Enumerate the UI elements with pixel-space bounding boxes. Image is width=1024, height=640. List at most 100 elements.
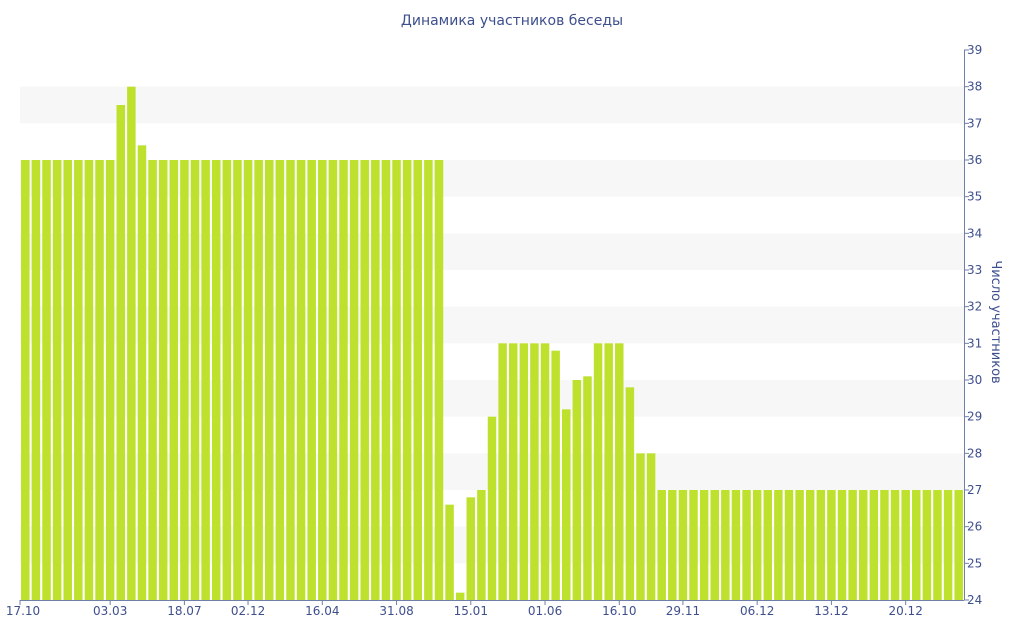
bar[interactable] (901, 490, 910, 600)
bar[interactable] (742, 490, 751, 600)
bar[interactable] (668, 490, 677, 600)
bar[interactable] (827, 490, 836, 600)
bar[interactable] (286, 160, 295, 600)
bar[interactable] (540, 343, 550, 600)
bar[interactable] (116, 105, 126, 600)
bar[interactable] (84, 160, 94, 600)
bar[interactable] (371, 160, 380, 600)
bar[interactable] (922, 490, 932, 600)
bar[interactable] (869, 490, 879, 600)
bar[interactable] (137, 145, 147, 601)
bar[interactable] (795, 490, 804, 600)
bar[interactable] (805, 490, 815, 600)
bar[interactable] (816, 490, 826, 600)
bar[interactable] (392, 160, 401, 600)
bar[interactable] (731, 490, 741, 600)
bar[interactable] (710, 490, 719, 600)
bar[interactable] (837, 490, 847, 600)
bar[interactable] (943, 490, 953, 600)
bar[interactable] (646, 453, 656, 600)
bar[interactable] (127, 86, 136, 600)
bar[interactable] (848, 490, 857, 600)
bar[interactable] (784, 490, 794, 600)
y-tick-label: 26 (967, 520, 982, 534)
bar[interactable] (307, 160, 316, 600)
bar[interactable] (434, 160, 444, 600)
bar[interactable] (31, 160, 41, 600)
bar[interactable] (169, 160, 179, 600)
bar[interactable] (689, 490, 698, 600)
bar[interactable] (180, 160, 189, 600)
bar[interactable] (275, 160, 285, 600)
bar[interactable] (21, 160, 30, 600)
bar[interactable] (328, 160, 338, 600)
bar[interactable] (254, 160, 263, 600)
bar[interactable] (477, 490, 486, 600)
bar[interactable] (402, 160, 412, 600)
bar[interactable] (774, 490, 783, 600)
bar[interactable] (593, 343, 603, 600)
x-tick-label: 01.06 (528, 604, 562, 618)
bar[interactable] (562, 409, 571, 600)
bar[interactable] (657, 490, 666, 600)
bar[interactable] (105, 160, 115, 600)
y-tick-label: 25 (967, 556, 982, 570)
bar[interactable] (74, 160, 83, 600)
bar[interactable] (954, 490, 963, 600)
bar[interactable] (381, 160, 391, 600)
bar[interactable] (678, 490, 688, 600)
bar[interactable] (339, 160, 348, 600)
bar[interactable] (880, 490, 889, 600)
bar[interactable] (625, 387, 635, 600)
y-tick-label: 32 (967, 300, 982, 314)
bar[interactable] (487, 416, 497, 600)
bar[interactable] (752, 490, 762, 600)
bar[interactable] (572, 380, 582, 600)
bar[interactable] (42, 160, 51, 600)
bar[interactable] (265, 160, 274, 600)
y-tick-label: 39 (967, 43, 982, 57)
bar[interactable] (466, 497, 476, 600)
bar[interactable] (721, 490, 730, 600)
bar[interactable] (296, 160, 306, 600)
x-tick-label: 15.01 (454, 604, 488, 618)
bar[interactable] (63, 160, 72, 600)
bar[interactable] (890, 490, 900, 600)
bar[interactable] (530, 343, 539, 600)
bar[interactable] (349, 160, 359, 600)
bar[interactable] (551, 350, 560, 600)
bar[interactable] (148, 160, 157, 600)
bar[interactable] (912, 490, 921, 600)
bar[interactable] (933, 490, 942, 600)
bar[interactable] (201, 160, 210, 600)
y-tick-label: 31 (967, 336, 982, 350)
bar[interactable] (615, 343, 624, 600)
bar[interactable] (158, 160, 168, 600)
bar[interactable] (583, 376, 592, 600)
bar[interactable] (95, 160, 104, 600)
bar[interactable] (233, 160, 242, 600)
y-axis-label: Число участников (988, 260, 1003, 383)
bar[interactable] (455, 592, 465, 600)
bar[interactable] (211, 160, 221, 600)
bar[interactable] (243, 160, 253, 600)
bar[interactable] (858, 490, 868, 600)
bar[interactable] (636, 453, 645, 600)
bar[interactable] (52, 160, 62, 600)
bar[interactable] (413, 160, 422, 600)
bar[interactable] (222, 160, 232, 600)
bar[interactable] (424, 160, 433, 600)
bar[interactable] (604, 343, 613, 600)
bar[interactable] (318, 160, 327, 600)
bar[interactable] (763, 490, 773, 600)
axes-group (20, 50, 965, 601)
bar[interactable] (190, 160, 200, 600)
bar[interactable] (498, 343, 507, 600)
x-tick-label: 18.07 (167, 604, 201, 618)
bar[interactable] (360, 160, 369, 600)
bar[interactable] (519, 343, 529, 600)
bar[interactable] (699, 490, 709, 600)
bar[interactable] (508, 343, 518, 600)
x-tick-label: 13.12 (814, 604, 848, 618)
bar[interactable] (445, 504, 454, 600)
